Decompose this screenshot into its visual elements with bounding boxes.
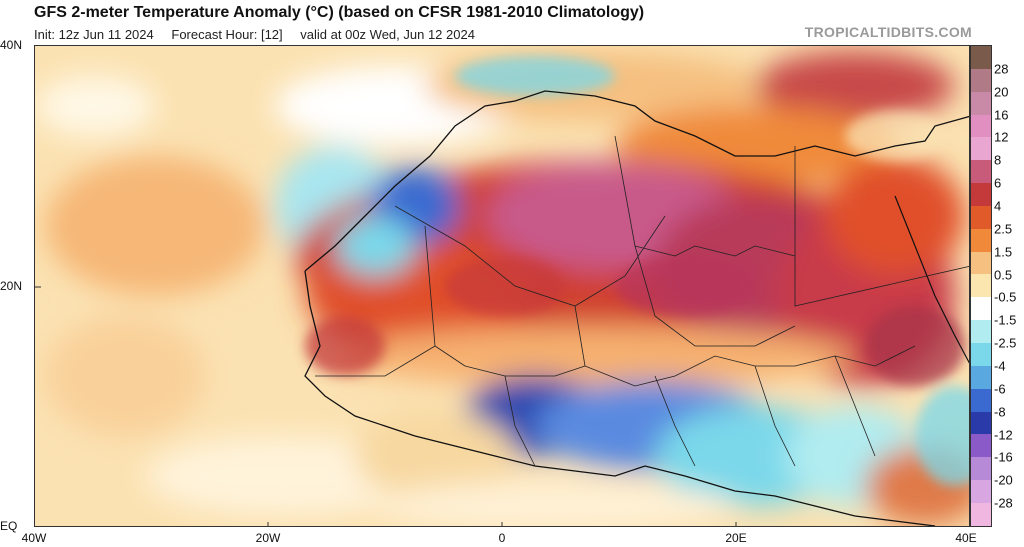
colorbar-segment [971, 183, 991, 206]
colorbar-segment [971, 502, 991, 526]
colorbar-segment [971, 160, 991, 184]
colorbar-segment [971, 434, 991, 458]
colorbar-label: -1.5 [994, 312, 1017, 328]
map-subtitle: Init: 12z Jun 11 2024 Forecast Hour: [12… [34, 27, 489, 42]
lon-label-0: 0 [498, 531, 506, 545]
lat-label-40n: 40N [0, 38, 23, 52]
colorbar-label: -6 [994, 381, 1006, 397]
anomaly-detail [305, 56, 969, 486]
map-title: GFS 2-meter Temperature Anomaly (°C) (ba… [34, 4, 645, 21]
colorbar-segment [971, 411, 991, 435]
colorbar-label: 20 [994, 84, 1009, 100]
colorbar-segment [971, 91, 991, 115]
graticule-ticks [35, 286, 737, 526]
colorbar-segment [971, 205, 991, 229]
colorbar-label: -4 [994, 358, 1006, 374]
colorbar-segment [971, 365, 991, 389]
colorbar-label: -28 [994, 495, 1013, 511]
anomaly-field [35, 51, 969, 526]
anomaly-map-svg [35, 46, 969, 526]
lat-label-eq: EQ [0, 519, 18, 533]
lon-label-40w: 40W [21, 531, 47, 545]
colorbar-segment [971, 68, 991, 92]
colorbar-label: 28 [994, 61, 1009, 77]
colorbar-label: -8 [994, 404, 1006, 420]
valid-time: valid at 00z Wed, Jun 12 2024 [300, 27, 475, 42]
colorbar-label: 2.5 [994, 221, 1013, 237]
red-sea-coast [894, 195, 969, 364]
colorbar-label: -16 [994, 449, 1013, 465]
colorbar-label: -12 [994, 427, 1013, 443]
brand-watermark: TROPICALTIDBITS.COM [804, 24, 972, 40]
colorbar-segment [971, 228, 991, 252]
colorbar-segment [971, 480, 991, 503]
colorbar-label: 1.5 [994, 244, 1013, 260]
colorbar-segment [971, 114, 991, 138]
colorbar-label: 6 [994, 175, 1002, 191]
colorbar-label: 16 [994, 107, 1009, 123]
colorbar [970, 45, 992, 527]
lat-label-20n: 20N [0, 279, 23, 293]
colorbar-segment [971, 274, 991, 298]
north-coastline [304, 90, 969, 272]
lon-label-20e: 20E [725, 531, 747, 545]
colorbar-label: 0.5 [994, 267, 1013, 283]
init-time: Init: 12z Jun 11 2024 [34, 27, 154, 42]
colorbar-segment [971, 457, 991, 481]
colorbar-segment [971, 46, 991, 69]
lon-label-20w: 20W [255, 531, 281, 545]
colorbar-label: -0.5 [994, 289, 1017, 305]
lon-label-40e: 40E [955, 531, 977, 545]
colorbar-segment [971, 320, 991, 343]
colorbar-segment [971, 388, 991, 412]
anomaly-map [34, 45, 970, 527]
country-borders [315, 135, 969, 467]
colorbar-label: 8 [994, 152, 1002, 168]
colorbar-segment [971, 251, 991, 275]
colorbar-label: 4 [994, 198, 1002, 214]
colorbar-label: 12 [994, 129, 1009, 145]
colorbar-label: -2.5 [994, 335, 1017, 351]
forecast-hour: Forecast Hour: [12] [171, 27, 283, 42]
colorbar-segment [971, 137, 991, 161]
colorbar-segment [971, 297, 991, 321]
colorbar-label: -20 [994, 472, 1013, 488]
colorbar-segment [971, 342, 991, 366]
